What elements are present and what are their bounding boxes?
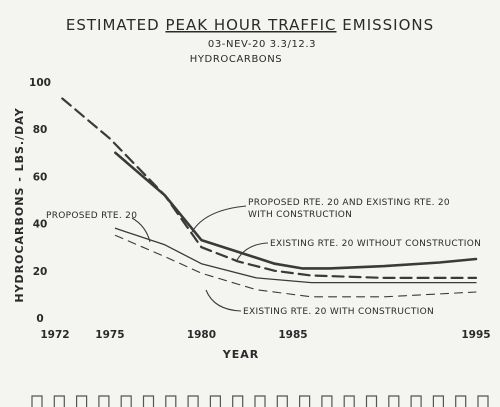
chart-subtitle-2: HYDROCARBONS xyxy=(190,54,283,65)
x-tick-label: 1985 xyxy=(278,329,307,341)
binder-hole xyxy=(343,395,355,407)
binder-hole xyxy=(31,395,43,407)
series-line-1 xyxy=(114,151,478,270)
binder-hole xyxy=(276,395,288,407)
ann-proposed-existing-leader xyxy=(191,205,247,233)
ann-existing-with-text: EXISTING RTE. 20 WITH CONSTRUCTION xyxy=(243,307,434,317)
ann-existing-without-line: EXISTING RTE. 20 WITHOUT CONSTRUCTION xyxy=(270,239,481,249)
ann-existing-without-text: EXISTING RTE. 20 WITHOUT CONSTRUCTION xyxy=(270,239,481,249)
binder-hole xyxy=(388,395,400,407)
y-tick-label: 100 xyxy=(29,77,51,89)
ann-proposed-existing-text: PROPOSED RTE. 20 AND EXISTING RTE. 20 WIT… xyxy=(248,198,450,220)
x-tick-label: 1972 xyxy=(40,329,69,341)
y-tick-label: 80 xyxy=(33,124,48,136)
binder-hole xyxy=(477,395,489,407)
binder-hole xyxy=(142,395,155,407)
ann-proposed-line: PROPOSED RTE. 20 xyxy=(46,211,137,221)
binder-hole xyxy=(365,395,378,407)
x-tick-label: 1995 xyxy=(461,329,490,341)
binder-hole xyxy=(410,395,422,407)
y-tick-label: 60 xyxy=(33,171,48,183)
chart-subtitle-1: 03-NEV-20 3.3/12.3 xyxy=(208,39,316,50)
y-tick-label: 0 xyxy=(36,313,43,325)
ann-proposed-text: PROPOSED RTE. 20 xyxy=(46,211,137,221)
binder-hole xyxy=(187,395,199,407)
binder-holes xyxy=(31,395,489,407)
ann-existing-without-leader xyxy=(235,242,269,263)
x-axis-label: YEAR xyxy=(222,348,259,361)
chart-title: ESTIMATED PEAK HOUR TRAFFIC EMISSIONS xyxy=(66,16,434,34)
series-line-4 xyxy=(114,234,477,298)
binder-hole xyxy=(98,395,110,407)
ann-existing-with-leader xyxy=(205,289,242,312)
ann-proposed-existing-line: WITH CONSTRUCTION xyxy=(248,210,352,220)
binder-hole xyxy=(120,395,132,407)
binder-hole xyxy=(432,395,444,407)
binder-hole xyxy=(209,395,221,407)
title-part-3: EMISSIONS xyxy=(337,16,435,34)
y-axis-label: HYDROCARBONS - LBS./DAY xyxy=(13,107,26,302)
binder-hole xyxy=(299,395,311,407)
title-part-1: ESTIMATED xyxy=(66,16,166,34)
binder-hole xyxy=(232,395,244,407)
binder-hole xyxy=(455,395,467,407)
binder-hole xyxy=(165,395,177,407)
binder-hole xyxy=(321,395,333,407)
series-line-3 xyxy=(114,227,477,284)
x-tick-label: 1980 xyxy=(187,329,216,341)
y-tick-label: 20 xyxy=(33,266,48,278)
x-tick-label: 1975 xyxy=(95,329,124,341)
series-line-2 xyxy=(61,97,478,279)
ann-existing-with-line: EXISTING RTE. 20 WITH CONSTRUCTION xyxy=(243,307,434,317)
ann-proposed-existing-line: PROPOSED RTE. 20 AND EXISTING RTE. 20 xyxy=(248,198,450,208)
ann-proposed-leader xyxy=(131,217,151,243)
binder-hole xyxy=(254,395,266,407)
binder-hole xyxy=(76,395,88,407)
title-part-underlined: PEAK HOUR TRAFFIC xyxy=(165,16,336,34)
binder-hole xyxy=(53,395,65,407)
y-tick-label: 40 xyxy=(33,219,48,231)
